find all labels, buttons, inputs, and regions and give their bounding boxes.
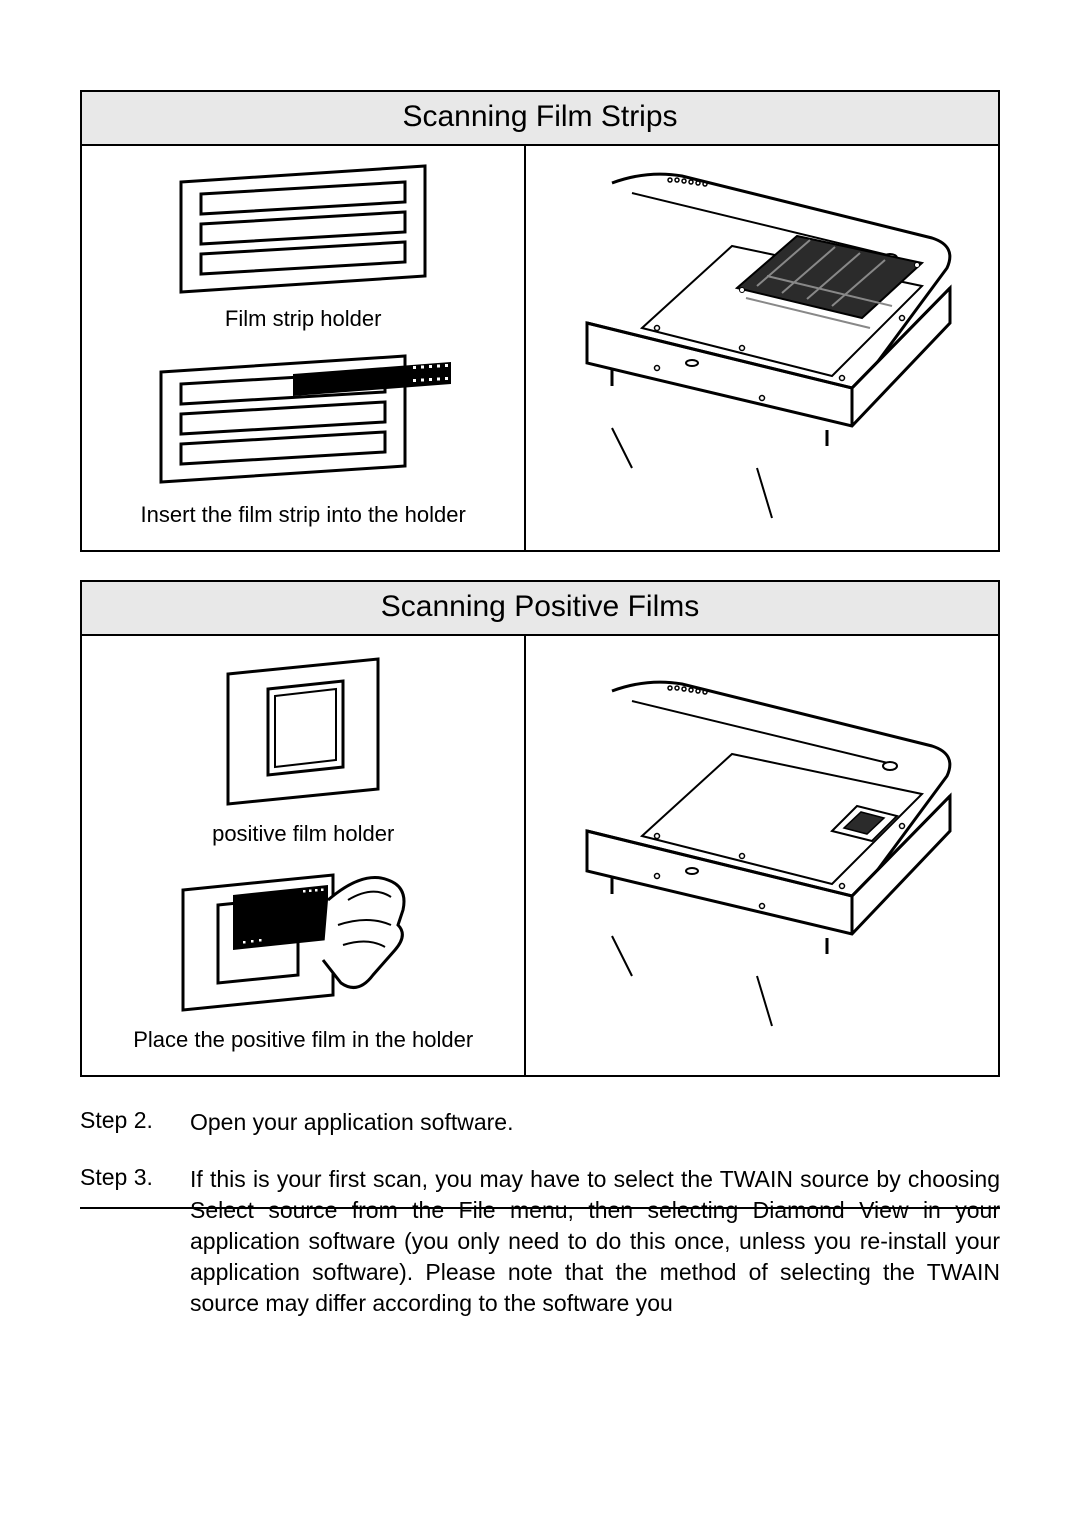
scanner-with-filmstrip-icon — [552, 168, 972, 528]
figure-film-strips: Scanning Film Strips Film strip holder — [80, 90, 1000, 552]
film-strip-insert-icon — [153, 350, 453, 490]
step-label: Step 2. — [80, 1107, 190, 1138]
caption: Place the positive film in the holder — [133, 1027, 473, 1053]
figure-right-panel — [526, 146, 998, 550]
figure-title: Scanning Film Strips — [82, 92, 998, 146]
figure-right-panel — [526, 636, 998, 1075]
figure-left-panel: positive film holder — [82, 636, 526, 1075]
positive-insert-icon — [173, 865, 433, 1015]
steps-section: Step 2. Open your application software. … — [80, 1107, 1000, 1319]
caption: Insert the film strip into the holder — [141, 502, 466, 528]
step-text: Open your application software. — [190, 1107, 1000, 1138]
figure-left-panel: Film strip holder — [82, 146, 526, 550]
film-strip-holder-icon — [173, 164, 433, 294]
horizontal-rule — [80, 1207, 1000, 1209]
scanner-with-positive-icon — [552, 676, 972, 1036]
figure-positive-films: Scanning Positive Films positive film ho… — [80, 580, 1000, 1077]
step-2: Step 2. Open your application software. — [80, 1107, 1000, 1138]
figure-body: positive film holder — [82, 636, 998, 1075]
step-3: Step 3. If this is your first scan, you … — [80, 1164, 1000, 1319]
step-label: Step 3. — [80, 1164, 190, 1319]
positive-holder-icon — [213, 654, 393, 809]
step-text: If this is your first scan, you may have… — [190, 1164, 1000, 1319]
figure-title: Scanning Positive Films — [82, 582, 998, 636]
figure-body: Film strip holder — [82, 146, 998, 550]
caption: Film strip holder — [225, 306, 381, 332]
caption: positive film holder — [212, 821, 394, 847]
page: Scanning Film Strips Film strip holder — [0, 0, 1080, 1529]
